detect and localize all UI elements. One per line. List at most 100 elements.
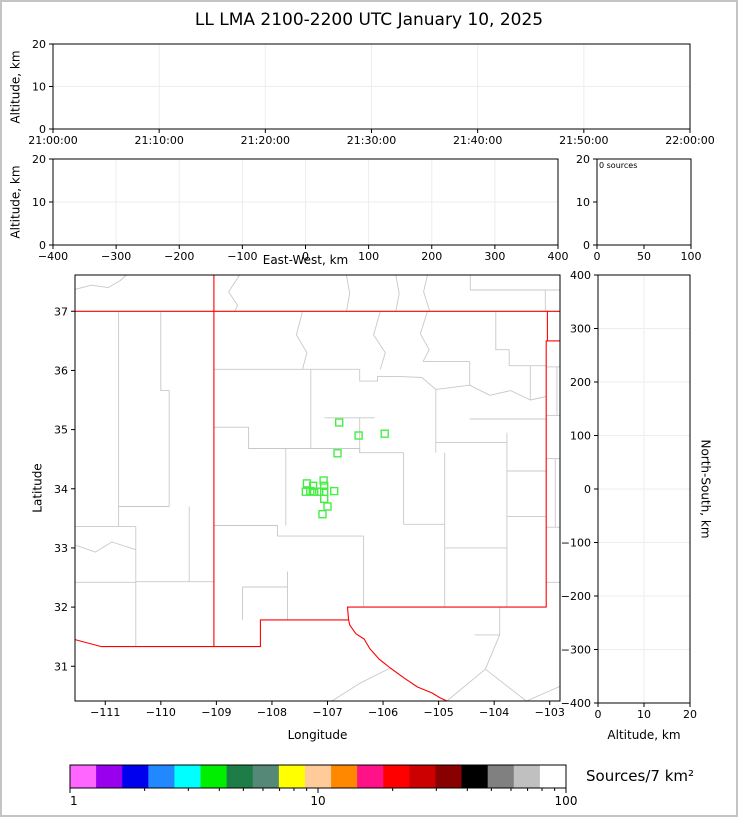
- county-border-line: [423, 275, 431, 312]
- colorbar-segment: [278, 765, 306, 788]
- lightning-source-marker: [330, 486, 339, 496]
- x-tick-label: 21:50:00: [559, 134, 608, 147]
- county-border-line: [485, 668, 527, 701]
- lightning-source-marker: [319, 476, 328, 485]
- x-tick-label: 100: [681, 250, 702, 263]
- colorbar-segment: [70, 765, 97, 788]
- x-tick-label: 300: [484, 250, 505, 263]
- x-tick-label: 21:20:00: [241, 134, 290, 147]
- figure-title: LL LMA 2100-2200 UTC January 10, 2025: [194, 10, 544, 30]
- x-tick-label: 21:40:00: [453, 134, 502, 147]
- y-tick-label: −100: [561, 537, 591, 550]
- lightning-source-marker: [310, 487, 319, 496]
- x-tick-label: 0: [302, 250, 309, 263]
- county-border-line: [310, 448, 404, 454]
- colorbar-label: Sources/7 km²: [586, 767, 695, 785]
- colorbar-segment: [226, 765, 254, 788]
- lightning-source-marker: [320, 494, 329, 503]
- map-frame: [74, 274, 561, 702]
- ew-height-ylabel-wrap: Altitude, km: [4, 159, 28, 245]
- x-tick-label: −103: [535, 706, 565, 719]
- x-tick-label: 21:30:00: [347, 134, 396, 147]
- lightning-source-marker: [315, 487, 324, 496]
- lightning-source-marker: [320, 481, 329, 490]
- colorbar-segment: [304, 765, 332, 788]
- y-tick-label: −300: [561, 644, 591, 657]
- colorbar-segment: [174, 765, 202, 788]
- y-tick-label: 34: [54, 483, 68, 496]
- x-tick-label: −111: [90, 706, 120, 719]
- time-height-ylabel: Altitude, km: [9, 49, 24, 124]
- county-border-line: [469, 384, 547, 401]
- county-border-line: [75, 541, 136, 553]
- y-tick-label: 0: [39, 123, 46, 136]
- lightning-source-marker: [302, 479, 312, 488]
- y-tick-label: 36: [54, 364, 68, 377]
- x-tick-label: −108: [257, 706, 287, 719]
- y-tick-label: 300: [570, 323, 591, 336]
- county-border-line: [526, 685, 560, 701]
- x-tick-label: −400: [38, 250, 68, 263]
- x-tick-label: 0: [594, 250, 601, 263]
- county-border-line: [213, 525, 364, 537]
- x-tick-label: −100: [227, 250, 257, 263]
- colorbar-segment: [409, 765, 436, 788]
- x-tick-label: −106: [368, 706, 398, 719]
- colorbar-segment: [122, 765, 149, 788]
- x-tick-label: −109: [201, 706, 231, 719]
- lightning-source-marker: [318, 510, 327, 519]
- y-tick-label: 10: [32, 81, 46, 94]
- lightning-source-marker: [323, 502, 332, 511]
- county-border-line: [495, 311, 547, 367]
- ew-height-ylabel: Altitude, km: [9, 165, 24, 239]
- y-tick-label: 37: [54, 305, 68, 318]
- y-tick-label: 400: [570, 269, 591, 282]
- lightning-source-marker: [333, 449, 342, 458]
- x-tick-label: 400: [548, 250, 569, 263]
- colorbar-segment: [435, 765, 463, 788]
- colorbar-segment: [252, 765, 280, 788]
- county-border-line: [395, 275, 400, 312]
- x-tick-label: −107: [312, 706, 342, 719]
- y-tick-label: 33: [54, 542, 68, 555]
- ns-height-ylabel-wrap: North-South, km: [694, 275, 718, 703]
- stats-frame: [596, 158, 692, 246]
- map-ylabel: Latitude: [31, 463, 46, 513]
- lightning-source-marker: [380, 429, 389, 438]
- x-tick-label: 200: [421, 250, 442, 263]
- y-tick-label: 32: [54, 601, 68, 614]
- county-border-line: [398, 375, 470, 390]
- y-tick-label: 35: [54, 424, 68, 437]
- colorbar-segment: [539, 765, 567, 788]
- y-tick-label: 20: [576, 153, 590, 166]
- source-count-annotation: 0 sources: [599, 161, 638, 170]
- y-tick-label: 0: [583, 239, 590, 252]
- county-border-line: [359, 369, 399, 382]
- county-border-line: [474, 607, 501, 636]
- y-tick-label: 0: [39, 239, 46, 252]
- ns-height-xlabel: Altitude, km: [607, 728, 681, 742]
- colorbar-tick-label: 1: [70, 794, 78, 808]
- x-tick-label: 10: [637, 708, 651, 721]
- y-tick-label: 20: [32, 153, 46, 166]
- colorbar-segment: [513, 765, 541, 788]
- x-tick-label: 0: [595, 708, 602, 721]
- lightning-source-marker: [335, 418, 344, 427]
- y-tick-label: 0: [584, 483, 591, 496]
- x-tick-label: −104: [479, 706, 509, 719]
- county-border-line: [213, 426, 311, 449]
- x-tick-label: 22:00:00: [665, 134, 714, 147]
- ns-height-ylabel: North-South, km: [699, 439, 714, 539]
- colorbar-segment: [200, 765, 228, 788]
- county-border-line: [331, 667, 391, 701]
- colorbar-segment: [487, 765, 515, 788]
- x-tick-label: −300: [101, 250, 131, 263]
- colorbar-segment: [383, 765, 410, 788]
- y-tick-label: 200: [570, 376, 591, 389]
- colorbar-tick-label: 100: [555, 794, 578, 808]
- lightning-source-marker: [354, 431, 363, 440]
- map-xlabel: Longitude: [287, 728, 348, 742]
- county-border-line: [446, 668, 486, 701]
- county-border-line: [75, 275, 127, 290]
